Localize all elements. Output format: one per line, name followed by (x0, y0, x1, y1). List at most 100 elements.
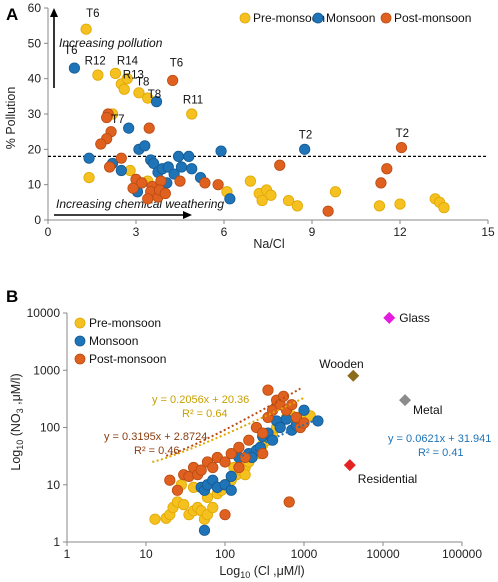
trendline-r2: R² = 0.46 (134, 445, 180, 457)
data-point-b (286, 399, 298, 411)
data-point-b (298, 404, 310, 416)
y-tick-label-a: 50 (28, 36, 42, 50)
x-tick-label-a: 0 (45, 225, 52, 239)
data-point-a (183, 150, 195, 162)
y-tick-label-b: 10 (47, 478, 61, 492)
ticks-b: 1 10 100 1000 10000 100000 1 10 100 1000 10000 (27, 306, 483, 561)
data-point-a (212, 179, 224, 191)
data-point-b (178, 499, 190, 511)
trendline-r2: R² = 0.41 (418, 447, 464, 459)
data-point-b (219, 509, 231, 521)
data-points-b (149, 384, 324, 536)
data-point-b (164, 474, 176, 486)
panel-letter-b: B (6, 287, 18, 306)
data-point-b (207, 461, 219, 474)
source-label: Wooden (319, 357, 363, 371)
data-point-b (257, 427, 269, 439)
data-point-b (225, 470, 237, 482)
data-point-b (225, 448, 237, 460)
data-point-a (167, 74, 179, 87)
data-point-b (274, 421, 286, 434)
data-point-a (256, 194, 268, 207)
legend-marker-b (74, 317, 86, 329)
x-tick-label-a: 6 (221, 225, 228, 239)
y-tick-label-b: 10000 (27, 306, 61, 320)
legend-label-b: Monsoon (89, 334, 138, 348)
data-point-a (395, 141, 408, 154)
data-point-a (199, 177, 211, 189)
data-point-a (101, 111, 113, 124)
point-label-a: R11 (183, 94, 203, 106)
data-point-b (198, 524, 211, 536)
point-label-a: T2 (299, 130, 312, 142)
source-marker (399, 394, 412, 407)
point-label-a: R13 (123, 70, 144, 82)
data-point-a (175, 161, 188, 173)
source-marker (347, 369, 360, 382)
y-tick-label-a: 40 (28, 72, 42, 86)
trendline (165, 387, 301, 457)
data-point-b (195, 464, 207, 476)
annotations-a: Increasing pollution Increasing chemical … (50, 8, 224, 219)
data-point-a (244, 175, 256, 187)
data-point-b (233, 441, 245, 453)
legend-marker-a (312, 12, 324, 24)
x-tick-label-b: 10000 (366, 547, 400, 561)
x-tick-label-a: 3 (133, 225, 140, 239)
trendline (238, 418, 319, 460)
source-label: Metal (413, 403, 442, 417)
point-label-a: T2 (396, 128, 409, 140)
data-point-b (243, 434, 255, 446)
x-tick-label-b: 100000 (442, 547, 482, 561)
x-tick-label-b: 1000 (291, 547, 318, 561)
y-tick-label-a: 60 (28, 1, 42, 15)
trendlines-b: y = 0.2056x + 20.36 R² = 0.64 y = 0.3195x … (104, 387, 491, 463)
data-point-b (262, 384, 274, 396)
panel-letter-a: A (6, 5, 18, 24)
point-label-a: R14 (117, 56, 139, 68)
legend-marker-a (239, 12, 251, 24)
data-point-b (239, 469, 251, 481)
annotation-pollution: Increasing pollution (59, 36, 163, 50)
point-label-a: T8 (136, 77, 149, 89)
annotation-weathering: Increasing chemical weathering (56, 197, 224, 211)
data-point-a (322, 205, 334, 217)
weathering-arrowhead (183, 211, 192, 219)
data-point-a (121, 73, 133, 85)
data-point-b (266, 434, 279, 446)
data-point-a (92, 69, 104, 81)
point-label-a: T6 (64, 45, 77, 57)
data-point-a (438, 202, 450, 214)
x-tick-label-b: 100 (215, 547, 235, 561)
point-label-a: T7 (111, 114, 124, 126)
data-point-a (142, 193, 154, 205)
trendline-equation: y = 0.2056x + 20.36 (152, 394, 249, 406)
legend-marker-b (74, 353, 86, 365)
legend-label-a: Monsoon (326, 11, 375, 25)
data-points-a (68, 23, 450, 217)
y-tick-label-a: 20 (28, 142, 42, 156)
data-point-a (123, 122, 135, 134)
y-tick-label-a: 0 (34, 213, 41, 227)
data-point-b (283, 496, 295, 508)
point-label-a: R12 (85, 56, 106, 68)
data-point-a (291, 200, 303, 212)
data-point-b (298, 417, 310, 429)
data-point-b (219, 456, 231, 468)
legend-marker-b (74, 335, 86, 347)
data-point-a (274, 159, 286, 171)
data-point-a (224, 193, 236, 205)
data-point-a (299, 143, 311, 155)
legend-label-a: Pre-monsoon (253, 11, 325, 25)
data-point-a (115, 164, 127, 177)
data-point-b (171, 484, 184, 496)
y-tick-label-a: 30 (28, 107, 42, 121)
data-point-a (329, 186, 342, 198)
data-point-a (118, 83, 130, 95)
data-point-a (265, 189, 277, 201)
data-point-b (239, 451, 251, 464)
data-point-b (207, 501, 219, 514)
data-point-a (174, 175, 186, 187)
